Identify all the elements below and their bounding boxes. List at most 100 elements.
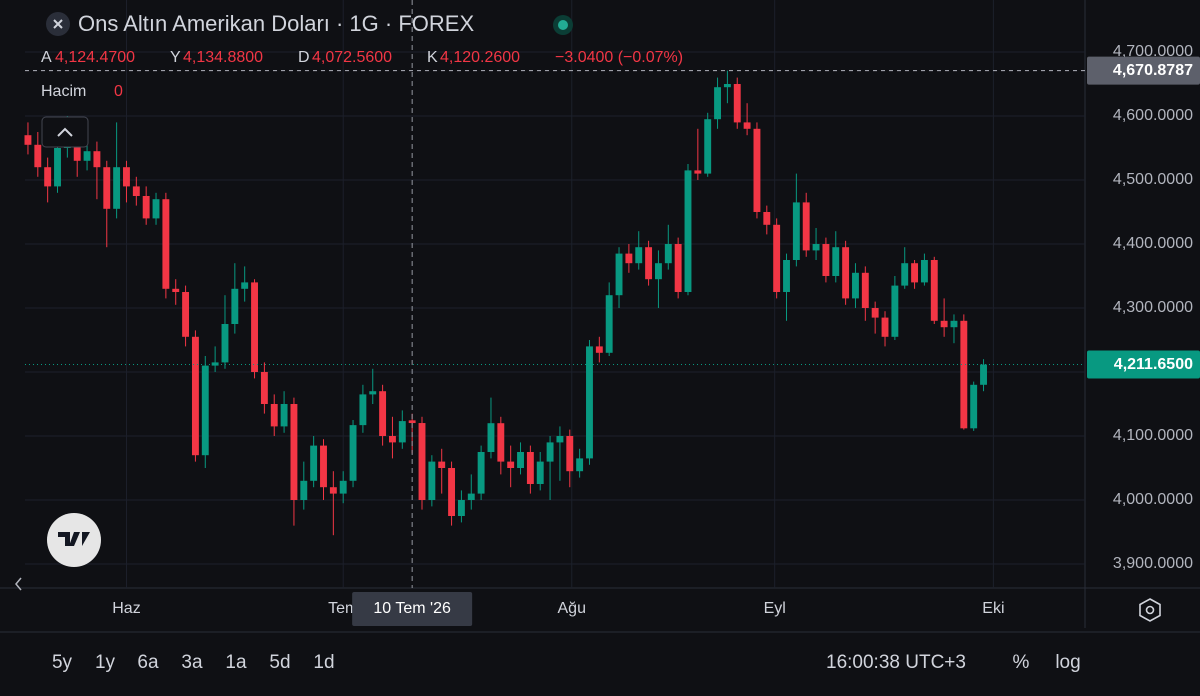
high-label: 4,670.8787 (1113, 62, 1193, 79)
candle-body (448, 468, 456, 516)
candle-body (142, 196, 150, 219)
candle-body (526, 452, 534, 484)
candle-body (852, 272, 859, 299)
candle-body (34, 144, 42, 168)
settings-icon-center (1145, 605, 1155, 615)
candle-body (536, 461, 544, 484)
crosshair-label: 10 Tem '26 (373, 600, 451, 617)
candle-body (438, 461, 446, 468)
overlay: 4,670.8787 4,211.6500 10 Tem '26 (25, 0, 1200, 626)
candle-body (940, 320, 948, 328)
candle-body (595, 346, 603, 353)
percent-toggle[interactable]: % (1013, 652, 1030, 673)
log-toggle[interactable]: log (1055, 652, 1080, 673)
range-button[interactable]: 5y (52, 652, 73, 673)
candle-body (428, 461, 436, 500)
candle-body (704, 119, 712, 174)
legend-value: 4,072.5600 (312, 49, 392, 66)
candle-body (625, 253, 633, 264)
settings-icon[interactable] (1139, 598, 1161, 622)
candle-body (467, 493, 475, 500)
candle-body (172, 288, 180, 292)
candle-body (329, 487, 337, 494)
candle-body (221, 324, 229, 363)
candle-body (960, 320, 968, 429)
candle-body (743, 122, 751, 129)
candle-body (911, 263, 919, 283)
candle-body (497, 423, 505, 462)
candle-body (733, 84, 741, 123)
legend-change: −3.0400 (−0.07%) (555, 49, 683, 66)
candle-body (280, 404, 288, 427)
candle-body (457, 500, 465, 516)
legend-key: A (41, 49, 52, 66)
legend-value: 4,124.4700 (55, 49, 135, 66)
range-button[interactable]: 3a (181, 652, 203, 673)
candle-body (566, 436, 574, 472)
candle-body (920, 260, 928, 283)
candles (24, 70, 987, 536)
candle-body (822, 244, 830, 276)
legend-key: D (298, 49, 310, 66)
y-tick-label: 4,100.0000 (1113, 427, 1193, 444)
candle-body (408, 420, 416, 424)
candle-body (241, 282, 249, 289)
volume-key: Hacim (41, 83, 86, 100)
y-tick-label: 4,600.0000 (1113, 107, 1193, 124)
candle-body (842, 247, 850, 299)
candle-body (871, 308, 879, 318)
range-button[interactable]: 1y (95, 652, 116, 673)
candle-body (300, 480, 308, 500)
candle-body (162, 199, 170, 289)
candle-body (349, 425, 357, 481)
legend-key: K (427, 49, 438, 66)
x-tick-label: Eyl (764, 600, 786, 617)
toolbar: 5y 1y 6a 3a 1a 5d 1d (52, 652, 335, 673)
candle-body (605, 295, 613, 353)
legend-key: Y (170, 49, 181, 66)
candle-body (152, 199, 160, 219)
candle-body (270, 404, 278, 427)
candle-body (684, 170, 692, 292)
candle-body (901, 263, 909, 286)
candle-body (132, 186, 140, 196)
candle-body (674, 244, 682, 292)
candle-body (930, 260, 938, 321)
candle-body (398, 421, 406, 443)
candle-body (487, 423, 495, 452)
candle-body (891, 285, 899, 337)
candle-body (83, 151, 91, 161)
candle-body (654, 263, 662, 280)
candle-body (763, 212, 771, 225)
range-button[interactable]: 6a (137, 652, 159, 673)
range-button[interactable]: 5d (269, 652, 290, 673)
candle-body (507, 461, 515, 468)
range-button[interactable]: 1a (225, 652, 247, 673)
candle-body (664, 244, 672, 264)
candle-body (546, 442, 554, 462)
collapse-chevron (57, 127, 73, 137)
candle-body (802, 202, 810, 251)
y-tick-label: 4,400.0000 (1113, 235, 1193, 252)
candle-body (359, 394, 367, 426)
candle-body (783, 260, 790, 292)
high-label-box (1087, 56, 1200, 85)
candle-body (320, 445, 327, 488)
x-tick-label: Tem (328, 600, 358, 617)
candle-body (369, 391, 377, 395)
range-button[interactable]: 1d (313, 652, 334, 673)
candle-body (211, 362, 219, 366)
scroll-arrow[interactable] (15, 577, 22, 591)
candle-body (290, 404, 298, 500)
candle-body (310, 445, 318, 481)
y-tick-label: 4,000.0000 (1113, 491, 1193, 508)
candle-body (723, 84, 731, 88)
candle-body (251, 282, 258, 372)
candle-body (773, 224, 781, 292)
candle-body (576, 458, 584, 472)
last-price-box (1087, 350, 1200, 379)
collapse-button[interactable] (41, 116, 89, 148)
grid: 3,900.00004,000.00004,100.00004,200.0000… (25, 0, 1193, 617)
